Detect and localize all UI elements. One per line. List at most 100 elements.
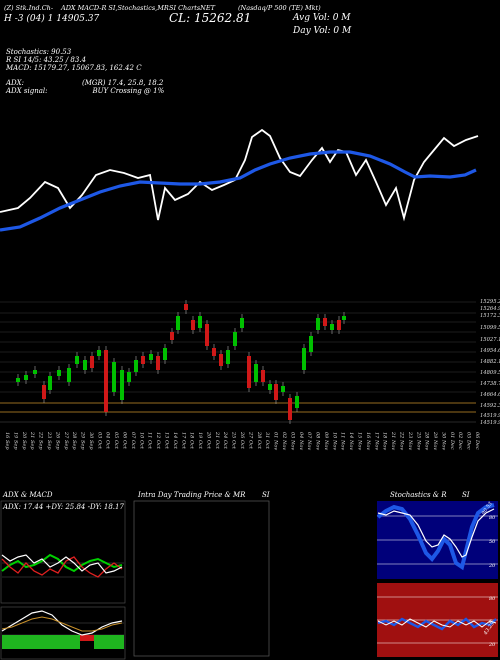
intraday-panel-title: Intra Day Trading Price & MR [137, 491, 246, 499]
header-avg-vol: Avg Vol: 0 M [292, 13, 351, 23]
date-label: 26 Oct [239, 431, 245, 450]
candle-body [33, 370, 37, 374]
candle-body [261, 370, 265, 382]
intraday-panel: Intra Day Trading Price & MR SI [133, 491, 270, 657]
date-label: 03 Oct [96, 432, 102, 450]
date-label: 27 Oct [247, 431, 253, 450]
candle-body [268, 384, 272, 390]
indicator-stats: Stochastics: 90.53 R SI 14/5: 43.25 / 83… [6, 48, 164, 95]
candle-body [163, 348, 167, 360]
header-close: CL: 15262.81 [169, 11, 251, 25]
candle-body [191, 320, 195, 330]
date-axis: 16 Sep 19 Sep 20 Sep 21 Sep 22 Sep 23 Sep 26 S… [4, 431, 480, 450]
stoch-panel-title: Stochastics & R [390, 491, 447, 499]
price-axis-label: 14519.93 [480, 413, 500, 419]
date-label: 08 Nov [315, 432, 321, 450]
date-label: 29 Nov [432, 431, 438, 450]
date-label: 04 Oct [105, 432, 111, 450]
candle-body [295, 396, 299, 408]
header-line1-tail: ADX MACD-R SI,Stochastics,MR [60, 4, 169, 12]
price-axis-label: 14882.15 [480, 359, 500, 365]
date-label: 05 Oct [113, 432, 119, 450]
date-label: 25 Oct [231, 431, 237, 450]
price-axis-label: 14519.93 [480, 420, 500, 426]
candle-body [120, 370, 124, 400]
candle-body [112, 362, 116, 392]
candle-body [97, 350, 101, 356]
macd-readout: MACD: 15179.27, 15067.83, 162.42 C [6, 64, 142, 73]
date-label: 30 Nov [440, 432, 446, 450]
candle-body [57, 370, 61, 376]
date-label: 07 Oct [130, 432, 136, 450]
stochastic-line [0, 128, 479, 222]
candle-body [240, 318, 244, 328]
price-axis-label: 15099.57 [480, 325, 500, 331]
candle-body [134, 360, 138, 372]
adx-panel-title: ADX & MACD [2, 491, 53, 499]
candle-body [330, 324, 334, 330]
price-axis-label: 15264.9 [480, 306, 500, 312]
date-label: 01 Nov [273, 432, 279, 450]
date-label: 02 Dec [457, 432, 463, 450]
adx-panel-readout: ADX: 17.44 +DY: 25.84 -DY: 18.17 [2, 503, 124, 511]
candle-body [254, 364, 258, 382]
date-label: 14 Nov [348, 432, 354, 450]
adx-line [1, 554, 123, 574]
candle-body [141, 356, 145, 364]
macd-histogram-negative [80, 635, 94, 641]
date-label: 04 Nov [298, 432, 304, 450]
header-h-row: H -3 (04) 1 14905.37 [3, 13, 99, 24]
date-label: 19 Oct [197, 432, 203, 450]
rsi-tick-80: 80 [489, 596, 496, 602]
header-line1-right: (Nasdaq/P 500 (TE) Mkt) [238, 4, 321, 12]
candle-body [75, 356, 79, 364]
candle-body [48, 376, 52, 390]
date-label: 11 Nov [340, 432, 346, 450]
stoch-tick-80: 80 [489, 515, 496, 521]
price-axis-label: 14809.53 [480, 370, 500, 376]
adx-signal-readout: ADX signal: BUY Crossing @ 1% [6, 86, 165, 95]
price-axis-label: 15172.31 [480, 313, 500, 319]
date-label: 06 Oct [122, 432, 128, 450]
price-axis-label: 14954.62 [480, 348, 500, 354]
candle-body [302, 348, 306, 370]
stoch-tick-50: 50 [489, 539, 496, 545]
header-line1-left: (Z) Stk.Ind.Ch- [4, 4, 53, 12]
date-label: 24 Oct [222, 431, 228, 450]
date-label: 07 Nov [306, 432, 312, 450]
date-label: 03 Nov [289, 432, 295, 450]
date-label: 13 Oct [163, 432, 169, 450]
macd-line [1, 610, 123, 636]
header-line1-mid: SI ChartsNET [169, 4, 216, 12]
date-label: 23 Nov [407, 431, 413, 450]
candle-body [16, 378, 20, 382]
header-day-vol: Day Vol: 0 M [292, 26, 352, 36]
date-label: 27 Sep [63, 431, 69, 450]
date-label: 10 Oct [138, 432, 144, 450]
date-label: 12 Oct [155, 432, 161, 450]
adx-macd-panel: ADX & MACD ADX: 17.44 +DY: 25.84 -DY: 18… [0, 491, 126, 660]
adx-plus-di-line [1, 553, 123, 573]
date-label: 05 Dec [466, 432, 472, 450]
date-label: 28 Sep [71, 431, 77, 450]
candle-body [198, 316, 202, 328]
date-label: 09 Nov [323, 432, 329, 450]
date-label: 17 Nov [373, 432, 379, 450]
candle-body [309, 336, 313, 352]
candle-body [127, 372, 131, 382]
price-axis-label: 15027.11 [480, 337, 500, 343]
date-label: 18 Oct [189, 432, 195, 450]
candlestick-series [16, 300, 346, 424]
date-label: 14 Oct [172, 432, 178, 450]
moving-average-line [0, 150, 477, 232]
rsi-line [377, 617, 497, 631]
candle-body [323, 318, 327, 326]
candle-body [247, 356, 251, 388]
stoch-k-line [376, 503, 495, 571]
candle-body [90, 356, 94, 368]
candle-body [149, 354, 153, 360]
date-label: 17 Oct [180, 432, 186, 450]
candle-body [24, 375, 28, 380]
date-label: 21 Nov [390, 431, 396, 450]
